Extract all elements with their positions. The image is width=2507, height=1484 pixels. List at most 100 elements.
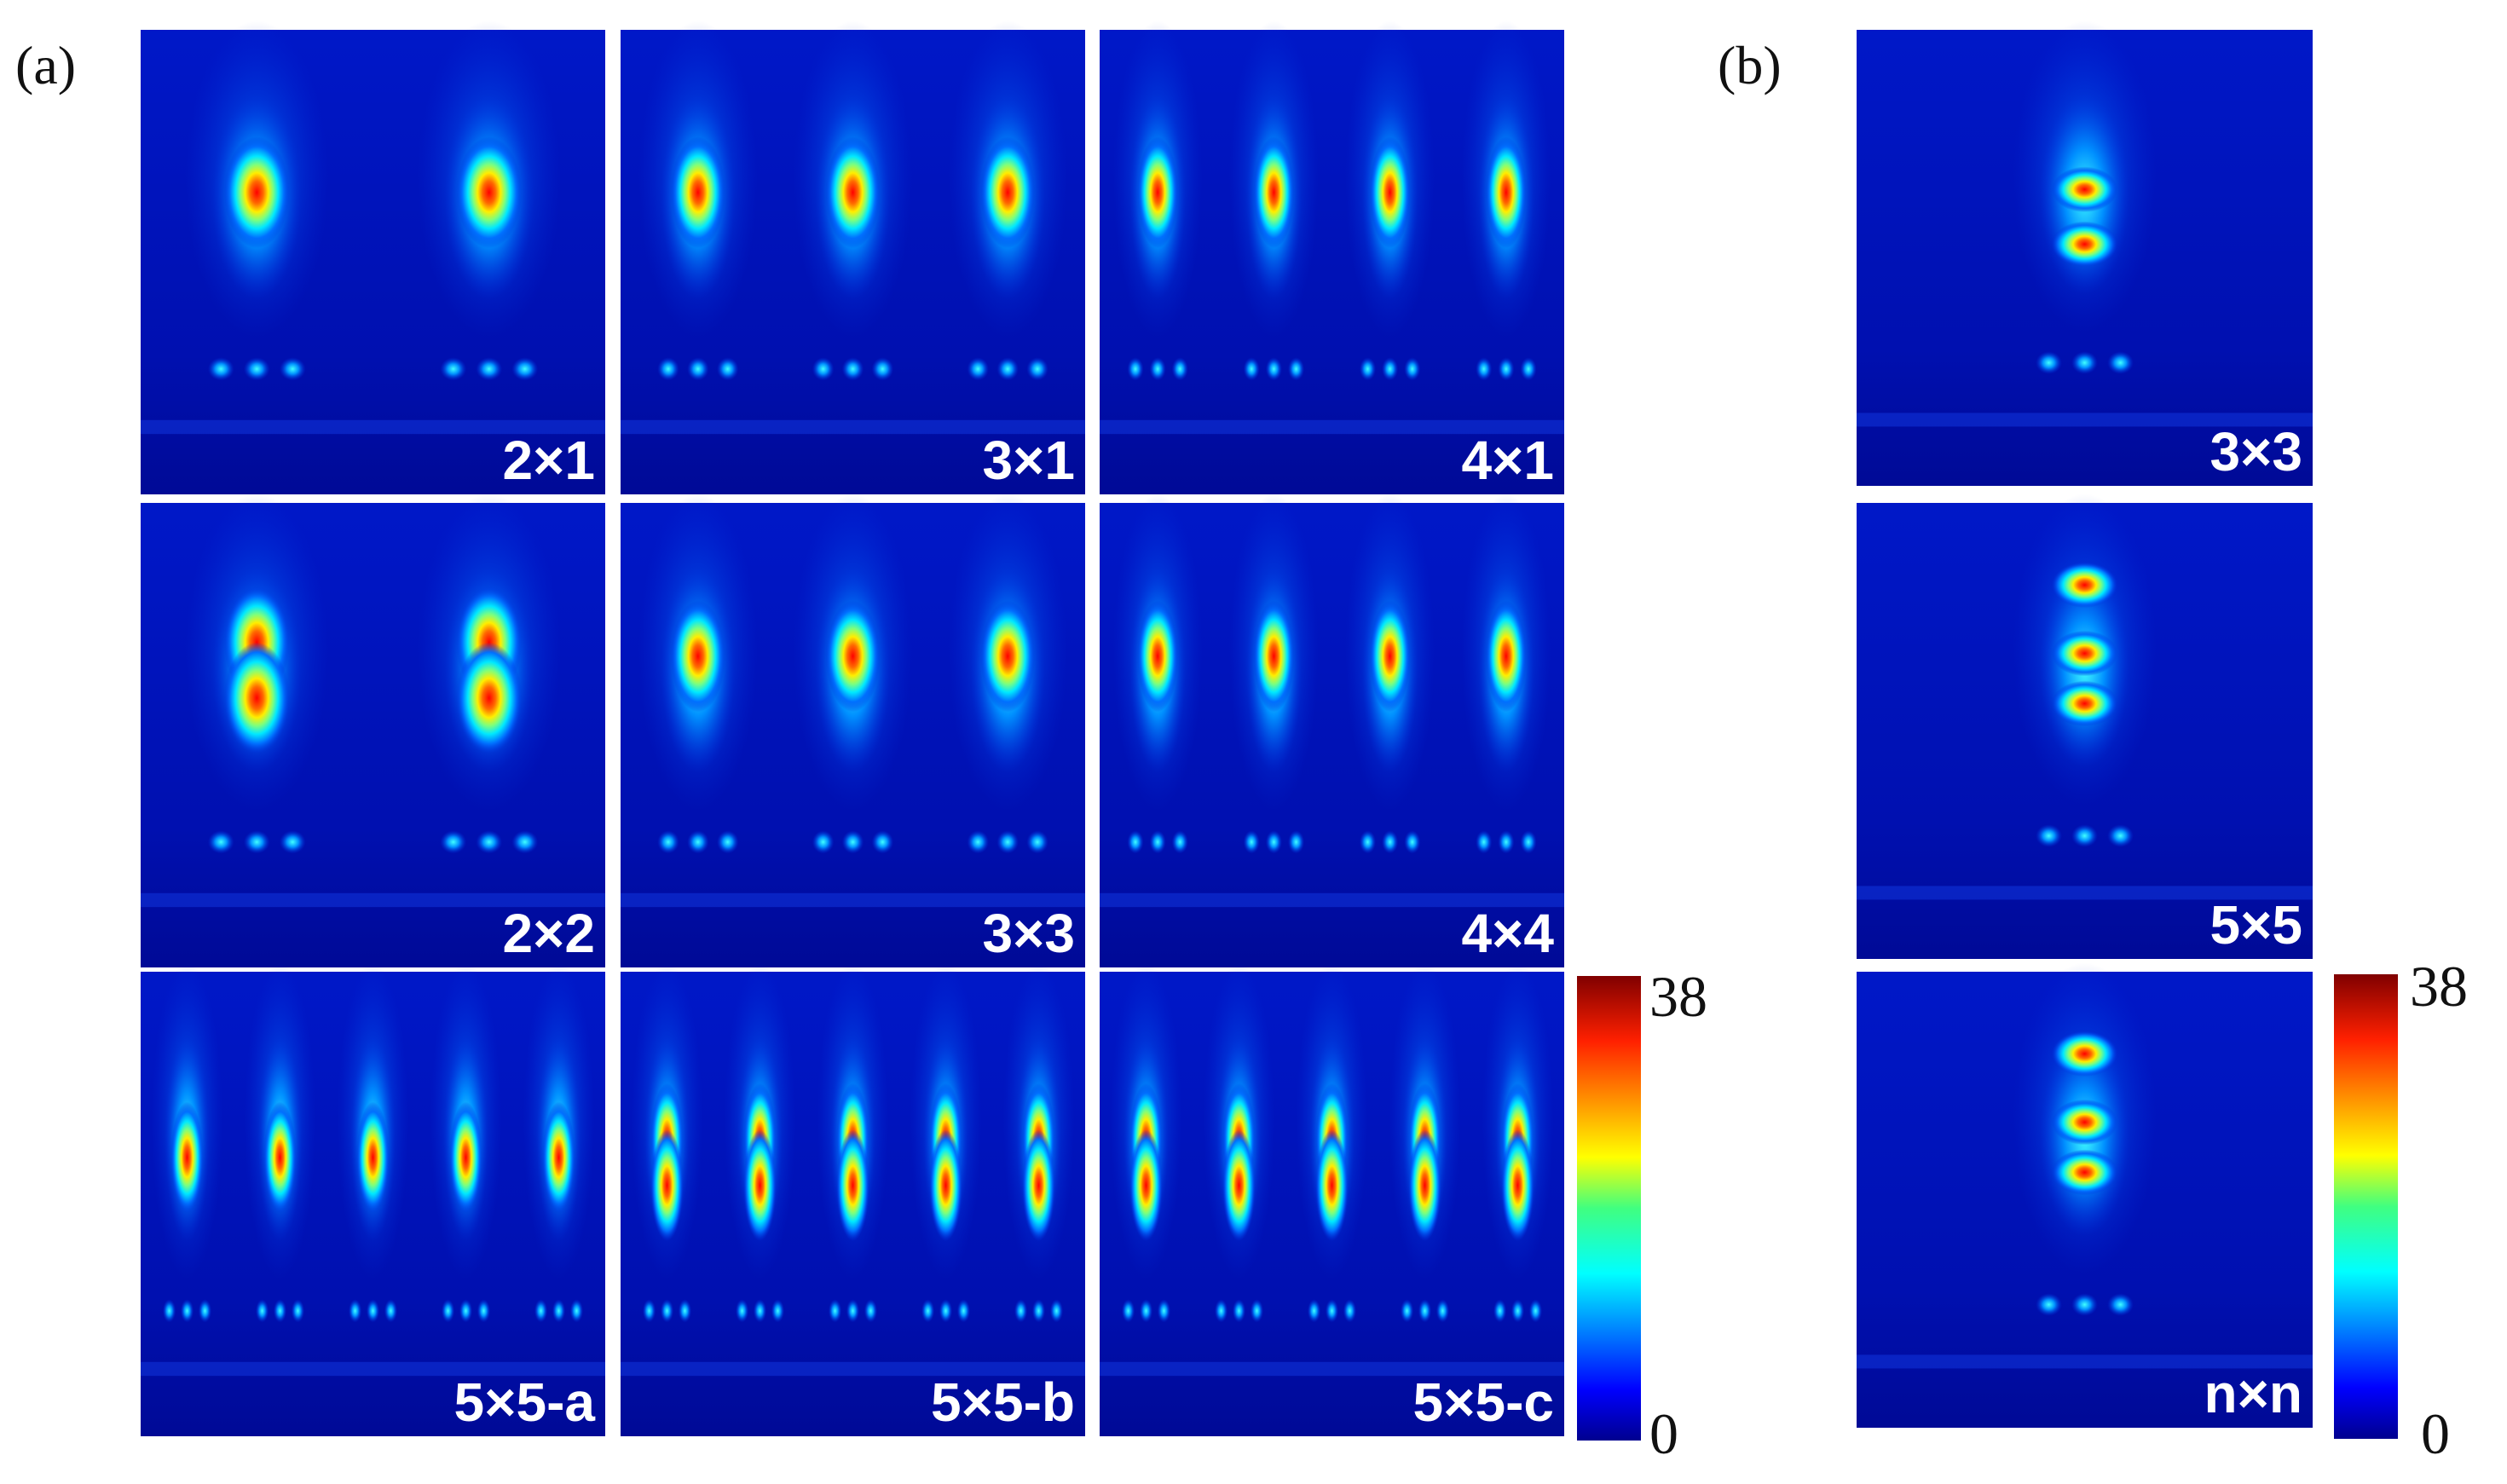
tile-label: 2×1: [502, 430, 595, 491]
field-hotspot: [1129, 1129, 1163, 1242]
field-sidelobe: [1243, 357, 1260, 381]
field-sidelobe: [1149, 357, 1166, 381]
field-hotspot: [2052, 1099, 2117, 1146]
field-sidelobe: [207, 830, 234, 854]
field-sidelobe: [678, 1299, 692, 1323]
field-hotspot: [1222, 1129, 1256, 1242]
panel-b-label: (b): [1718, 35, 1782, 95]
panel-a-colorbar-scale: [1577, 976, 1641, 1441]
field-sidelobe: [1243, 830, 1260, 854]
field-sidelobe: [841, 357, 864, 381]
field-map-fringe: [1100, 419, 1564, 435]
field-sidelobe: [180, 1299, 194, 1323]
field-sidelobe: [476, 830, 503, 854]
field-sidelobe: [771, 1299, 785, 1323]
field-sidelobe: [198, 1299, 212, 1323]
field-hotspot: [2052, 630, 2117, 677]
field-map-tile: 4×1: [1100, 20, 1564, 494]
field-hotspot: [2052, 562, 2117, 609]
field-map-tile: 2×1: [141, 20, 605, 494]
field-sidelobe: [967, 830, 990, 854]
field-hotspot: [1137, 600, 1179, 713]
field-hotspot: [929, 1129, 962, 1242]
field-sidelobe: [996, 830, 1019, 854]
field-sidelobe: [1498, 830, 1515, 854]
field-map-tile: 3×3: [621, 494, 1085, 967]
field-hotspot: [1315, 1129, 1349, 1242]
panel-a-colorbar: 38 0: [1577, 964, 1707, 1466]
field-sidelobe: [1511, 1299, 1525, 1323]
tile-label: 4×4: [1461, 903, 1554, 964]
field-sidelobe: [1528, 1299, 1543, 1323]
field-sidelobe: [1265, 830, 1282, 854]
field-hotspot: [223, 642, 290, 754]
field-sidelobe: [828, 1299, 842, 1323]
field-hotspot: [1253, 600, 1295, 713]
field-map-fringe: [621, 892, 1085, 908]
field-sidelobe: [1359, 830, 1377, 854]
field-sidelobe: [812, 830, 835, 854]
field-sidelobe: [1520, 357, 1537, 381]
field-hotspot: [670, 600, 725, 713]
field-sidelobe: [642, 1299, 656, 1323]
field-sidelobe: [1520, 830, 1537, 854]
field-hotspot: [2052, 221, 2117, 268]
field-sidelobe: [273, 1299, 287, 1323]
field-hotspot: [449, 1101, 482, 1214]
field-sidelobe: [384, 1299, 398, 1323]
field-hotspot: [1485, 136, 1527, 249]
field-sidelobe: [687, 357, 709, 381]
field-map-tile: 5×5-a: [141, 962, 605, 1436]
field-map-fringe: [141, 892, 605, 908]
field-map-fringe: [1857, 1354, 2313, 1369]
field-sidelobe: [1287, 357, 1305, 381]
field-sidelobe: [1026, 357, 1048, 381]
field-sidelobe: [1157, 1299, 1171, 1323]
field-sidelobe: [243, 357, 270, 381]
tile-label: 5×5-b: [931, 1371, 1075, 1433]
field-sidelobe: [291, 1299, 305, 1323]
field-sidelobe: [939, 1299, 953, 1323]
field-map-tile: 2×2: [141, 494, 605, 967]
tile-label: 4×1: [1461, 430, 1554, 491]
field-hotspot: [263, 1101, 297, 1214]
field-map-fringe: [1857, 886, 2313, 900]
field-sidelobe: [956, 1299, 971, 1323]
field-hotspot: [836, 1129, 869, 1242]
field-map-tile: 5×5: [1857, 494, 2313, 959]
field-sidelobe: [841, 830, 864, 854]
field-sidelobe: [366, 1299, 380, 1323]
field-map-fringe: [621, 419, 1085, 435]
tile-label: 3×3: [982, 903, 1075, 964]
field-hotspot: [980, 136, 1036, 249]
field-hotspot: [542, 1101, 575, 1214]
field-hotspot: [980, 600, 1036, 713]
field-map-tile: 3×3: [1857, 20, 2313, 486]
field-hotspot: [825, 136, 881, 249]
field-sidelobe: [2036, 824, 2062, 847]
field-map-fringe: [1100, 1361, 1564, 1377]
field-sidelobe: [871, 357, 894, 381]
field-map-fringe: [621, 1361, 1085, 1377]
panel-a-colorbar-min-label: 0: [1649, 1401, 1678, 1466]
field-sidelobe: [1498, 357, 1515, 381]
tile-label: 3×3: [2210, 421, 2302, 482]
field-hotspot: [456, 136, 523, 249]
field-sidelobe: [279, 357, 306, 381]
panel-b-colorbar-min-label: 0: [2421, 1401, 2450, 1466]
field-sidelobe: [1476, 357, 1493, 381]
field-hotspot: [2052, 1149, 2117, 1196]
panel-b-colorbar-max-label: 38: [2410, 954, 2468, 1019]
field-hotspot: [223, 136, 290, 249]
field-sidelobe: [2107, 824, 2134, 847]
tile-label: 5×5-c: [1413, 1371, 1554, 1433]
field-map-tile: 5×5-b: [621, 962, 1085, 1436]
field-sidelobe: [511, 830, 539, 854]
field-sidelobe: [2036, 1293, 2062, 1316]
field-sidelobe: [162, 1299, 176, 1323]
field-hotspot: [456, 642, 523, 754]
field-sidelobe: [1171, 830, 1188, 854]
field-hotspot: [1369, 600, 1411, 713]
field-map-fringe: [141, 419, 605, 435]
field-sidelobe: [660, 1299, 674, 1323]
